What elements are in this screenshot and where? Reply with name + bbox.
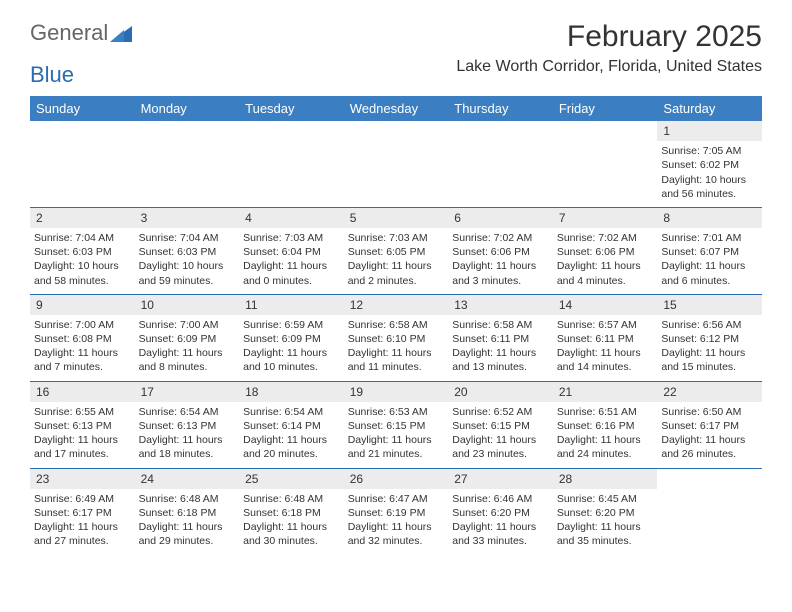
day-number: 4 [239,207,344,228]
day-number [448,121,553,141]
logo-text-blue: Blue [30,62,74,87]
day-number: 2 [30,207,135,228]
day-cell: Sunrise: 7:00 AM Sunset: 6:09 PM Dayligh… [135,315,240,381]
day-number: 13 [448,294,553,315]
day-number [344,121,449,141]
day-number: 22 [657,381,762,402]
day-cell [344,141,449,207]
calendar-tbody: 1Sunrise: 7:05 AM Sunset: 6:02 PM Daylig… [30,121,762,554]
content-row: Sunrise: 7:05 AM Sunset: 6:02 PM Dayligh… [30,141,762,207]
daynum-row: 16171819202122 [30,381,762,402]
day-number [30,121,135,141]
col-sunday: Sunday [30,96,135,121]
day-number: 16 [30,381,135,402]
day-number [657,468,762,489]
day-cell [657,489,762,555]
day-cell: Sunrise: 6:48 AM Sunset: 6:18 PM Dayligh… [239,489,344,555]
day-number: 12 [344,294,449,315]
day-cell: Sunrise: 6:45 AM Sunset: 6:20 PM Dayligh… [553,489,658,555]
day-number: 9 [30,294,135,315]
day-number: 11 [239,294,344,315]
day-cell: Sunrise: 7:03 AM Sunset: 6:05 PM Dayligh… [344,228,449,294]
day-cell [448,141,553,207]
day-number: 8 [657,207,762,228]
day-cell [239,141,344,207]
day-number: 27 [448,468,553,489]
day-number: 20 [448,381,553,402]
day-cell: Sunrise: 7:04 AM Sunset: 6:03 PM Dayligh… [135,228,240,294]
day-cell: Sunrise: 6:55 AM Sunset: 6:13 PM Dayligh… [30,402,135,468]
day-number [553,121,658,141]
day-cell: Sunrise: 6:58 AM Sunset: 6:10 PM Dayligh… [344,315,449,381]
day-cell [135,141,240,207]
col-wednesday: Wednesday [344,96,449,121]
day-number: 18 [239,381,344,402]
day-cell: Sunrise: 6:53 AM Sunset: 6:15 PM Dayligh… [344,402,449,468]
logo: General [30,20,132,46]
day-cell: Sunrise: 6:54 AM Sunset: 6:14 PM Dayligh… [239,402,344,468]
day-number: 26 [344,468,449,489]
day-cell: Sunrise: 6:54 AM Sunset: 6:13 PM Dayligh… [135,402,240,468]
day-cell: Sunrise: 7:00 AM Sunset: 6:08 PM Dayligh… [30,315,135,381]
day-number: 7 [553,207,658,228]
content-row: Sunrise: 6:55 AM Sunset: 6:13 PM Dayligh… [30,402,762,468]
day-number: 17 [135,381,240,402]
day-number: 23 [30,468,135,489]
day-number: 25 [239,468,344,489]
day-cell: Sunrise: 6:47 AM Sunset: 6:19 PM Dayligh… [344,489,449,555]
day-number: 19 [344,381,449,402]
col-monday: Monday [135,96,240,121]
calendar-thead: Sunday Monday Tuesday Wednesday Thursday… [30,96,762,121]
daynum-row: 1 [30,121,762,141]
logo-text-general: General [30,20,108,46]
content-row: Sunrise: 7:00 AM Sunset: 6:08 PM Dayligh… [30,315,762,381]
day-number: 15 [657,294,762,315]
day-cell [30,141,135,207]
day-number: 24 [135,468,240,489]
col-friday: Friday [553,96,658,121]
day-cell [553,141,658,207]
day-number [135,121,240,141]
day-number: 10 [135,294,240,315]
day-cell: Sunrise: 7:02 AM Sunset: 6:06 PM Dayligh… [553,228,658,294]
day-number: 28 [553,468,658,489]
day-cell: Sunrise: 6:56 AM Sunset: 6:12 PM Dayligh… [657,315,762,381]
col-thursday: Thursday [448,96,553,121]
content-row: Sunrise: 6:49 AM Sunset: 6:17 PM Dayligh… [30,489,762,555]
day-cell: Sunrise: 7:05 AM Sunset: 6:02 PM Dayligh… [657,141,762,207]
daynum-row: 232425262728 [30,468,762,489]
title-block: February 2025 Lake Worth Corridor, Flori… [456,20,762,76]
day-cell: Sunrise: 6:57 AM Sunset: 6:11 PM Dayligh… [553,315,658,381]
calendar-table: Sunday Monday Tuesday Wednesday Thursday… [30,96,762,554]
day-number: 3 [135,207,240,228]
calendar-page: General February 2025 Lake Worth Corrido… [0,0,792,574]
day-number: 21 [553,381,658,402]
col-saturday: Saturday [657,96,762,121]
content-row: Sunrise: 7:04 AM Sunset: 6:03 PM Dayligh… [30,228,762,294]
location-text: Lake Worth Corridor, Florida, United Sta… [456,58,762,76]
day-cell: Sunrise: 7:02 AM Sunset: 6:06 PM Dayligh… [448,228,553,294]
day-cell: Sunrise: 6:58 AM Sunset: 6:11 PM Dayligh… [448,315,553,381]
day-cell: Sunrise: 6:46 AM Sunset: 6:20 PM Dayligh… [448,489,553,555]
month-title: February 2025 [456,20,762,54]
day-cell: Sunrise: 7:01 AM Sunset: 6:07 PM Dayligh… [657,228,762,294]
day-number: 1 [657,121,762,141]
day-cell: Sunrise: 6:48 AM Sunset: 6:18 PM Dayligh… [135,489,240,555]
day-cell: Sunrise: 6:50 AM Sunset: 6:17 PM Dayligh… [657,402,762,468]
day-cell: Sunrise: 7:04 AM Sunset: 6:03 PM Dayligh… [30,228,135,294]
day-cell: Sunrise: 7:03 AM Sunset: 6:04 PM Dayligh… [239,228,344,294]
daynum-row: 2345678 [30,207,762,228]
day-cell: Sunrise: 6:51 AM Sunset: 6:16 PM Dayligh… [553,402,658,468]
day-cell: Sunrise: 6:52 AM Sunset: 6:15 PM Dayligh… [448,402,553,468]
day-number: 5 [344,207,449,228]
day-number: 6 [448,207,553,228]
day-number: 14 [553,294,658,315]
logo-triangle-icon [110,24,132,42]
col-tuesday: Tuesday [239,96,344,121]
day-cell: Sunrise: 6:59 AM Sunset: 6:09 PM Dayligh… [239,315,344,381]
day-cell: Sunrise: 6:49 AM Sunset: 6:17 PM Dayligh… [30,489,135,555]
daynum-row: 9101112131415 [30,294,762,315]
day-number [239,121,344,141]
